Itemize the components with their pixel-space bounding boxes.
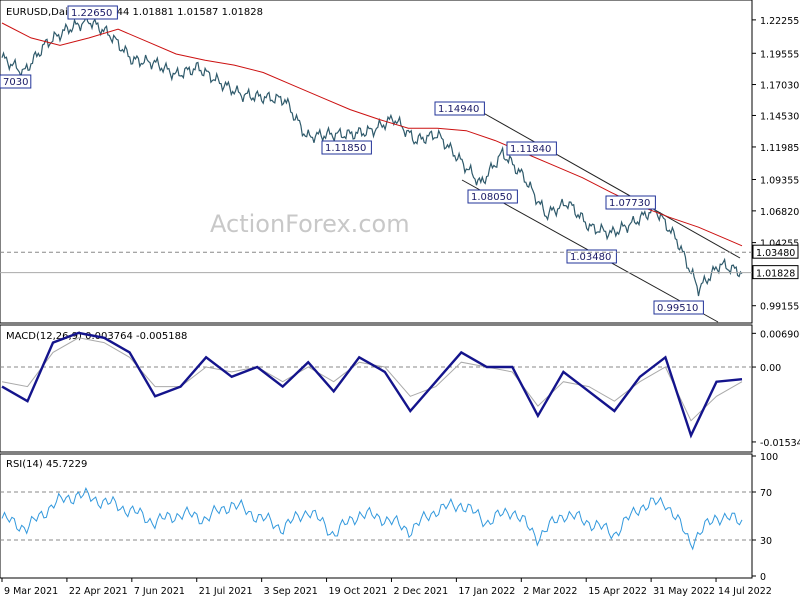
annotation-box	[605, 195, 656, 210]
watermark: ActionForex.com	[210, 210, 410, 238]
time-axis: 9 Mar 2021 22 Apr 2021 7 Jun 2021 21 Jul 20…	[1, 578, 772, 597]
annotation-box	[506, 141, 557, 156]
price-line	[1, 14, 743, 297]
symbol-label: EURUSD,Daily	[6, 7, 77, 18]
rsi-label: RSI(14) 45.7229	[6, 459, 87, 470]
time-tick-label: 15 Apr 2022	[588, 586, 647, 597]
price-tick-label: 1.04255	[760, 239, 799, 250]
time-tick-label: 9 Mar 2021	[4, 586, 58, 597]
level-label: 1.03480	[756, 248, 795, 259]
macd-tick-label: 0.00	[760, 363, 781, 374]
annotation-box	[321, 140, 372, 155]
annotation-label: 7030	[3, 77, 28, 88]
annotation-box	[467, 189, 518, 204]
price-tick-label: 1.11985	[760, 143, 799, 154]
price-tick-label: 1.09355	[760, 175, 799, 186]
annotation-box	[0, 74, 32, 89]
price-series	[1, 14, 743, 297]
price-axis: 1.22255 1.19555 1.17030 1.14530 1.11985 1.093…	[0, 16, 799, 313]
annotation-box	[653, 300, 704, 315]
time-tick-label: 17 Jan 2022	[458, 586, 515, 597]
current-price-box	[752, 265, 799, 280]
annotation-label: 1.11850	[325, 143, 366, 154]
time-tick-label: 7 Jun 2021	[134, 586, 185, 597]
annotation-box	[434, 101, 485, 116]
rsi-tick-label: 70	[760, 488, 772, 499]
time-tick-label: 22 Apr 2021	[69, 586, 128, 597]
time-tick-label: 19 Oct 2021	[329, 586, 388, 597]
macd-tick-label: 0.006906	[760, 329, 800, 340]
macd-panel	[0, 324, 753, 453]
rsi-tick-label: 100	[760, 452, 778, 463]
price-panel	[0, 0, 753, 324]
time-tick-label: 21 Jul 2021	[199, 586, 253, 597]
macd-line	[1, 331, 743, 439]
annotation-box	[566, 249, 617, 264]
annotation-label: 1.14940	[438, 104, 479, 115]
price-tick-label: 0.99155	[760, 302, 799, 313]
time-tick-label: 14 Jul 2022	[718, 586, 772, 597]
time-tick-label: 2 Mar 2022	[523, 586, 577, 597]
price-tick-label: 1.17030	[760, 81, 799, 92]
rsi-tick-label: 0	[760, 572, 766, 583]
price-tick-label: 1.14530	[760, 111, 799, 122]
time-tick-label: 3 Sep 2021	[264, 586, 318, 597]
annotation-label: 1.03480	[570, 252, 611, 263]
macd-tick-label: -0.015348	[760, 438, 800, 449]
rsi-tick-label: 30	[760, 536, 772, 547]
macd-series: 0.006906 0.00 -0.015348	[0, 329, 800, 449]
channel-upper-line	[477, 109, 741, 259]
annotation-label: 0.99510	[657, 303, 698, 314]
rsi-line	[1, 487, 743, 551]
price-annotations: 1.22650 7030 1.11850 1.14940 1.11840 1.08050 1…	[0, 5, 704, 315]
annotation-label: 1.22650	[71, 8, 112, 19]
rsi-series: 100 70 30 0	[0, 452, 778, 583]
current-price-label: 1.01828	[756, 269, 795, 280]
annotation-label: 1.07730	[609, 198, 650, 209]
annotation-label: 1.11840	[510, 144, 551, 155]
price-tick-label: 1.22255	[760, 16, 799, 27]
price-tick-label: 1.06820	[760, 207, 799, 218]
annotation-label: 1.08050	[471, 192, 512, 203]
annotation-box	[67, 5, 118, 20]
level-label-box	[752, 244, 799, 259]
time-tick-label: 2 Dec 2021	[393, 586, 448, 597]
ohlc-label: 1.01744 1.01881 1.01587 1.01828	[88, 7, 263, 18]
time-tick-label: 31 May 2022	[653, 586, 715, 597]
price-tick-label: 1.19555	[760, 49, 799, 60]
